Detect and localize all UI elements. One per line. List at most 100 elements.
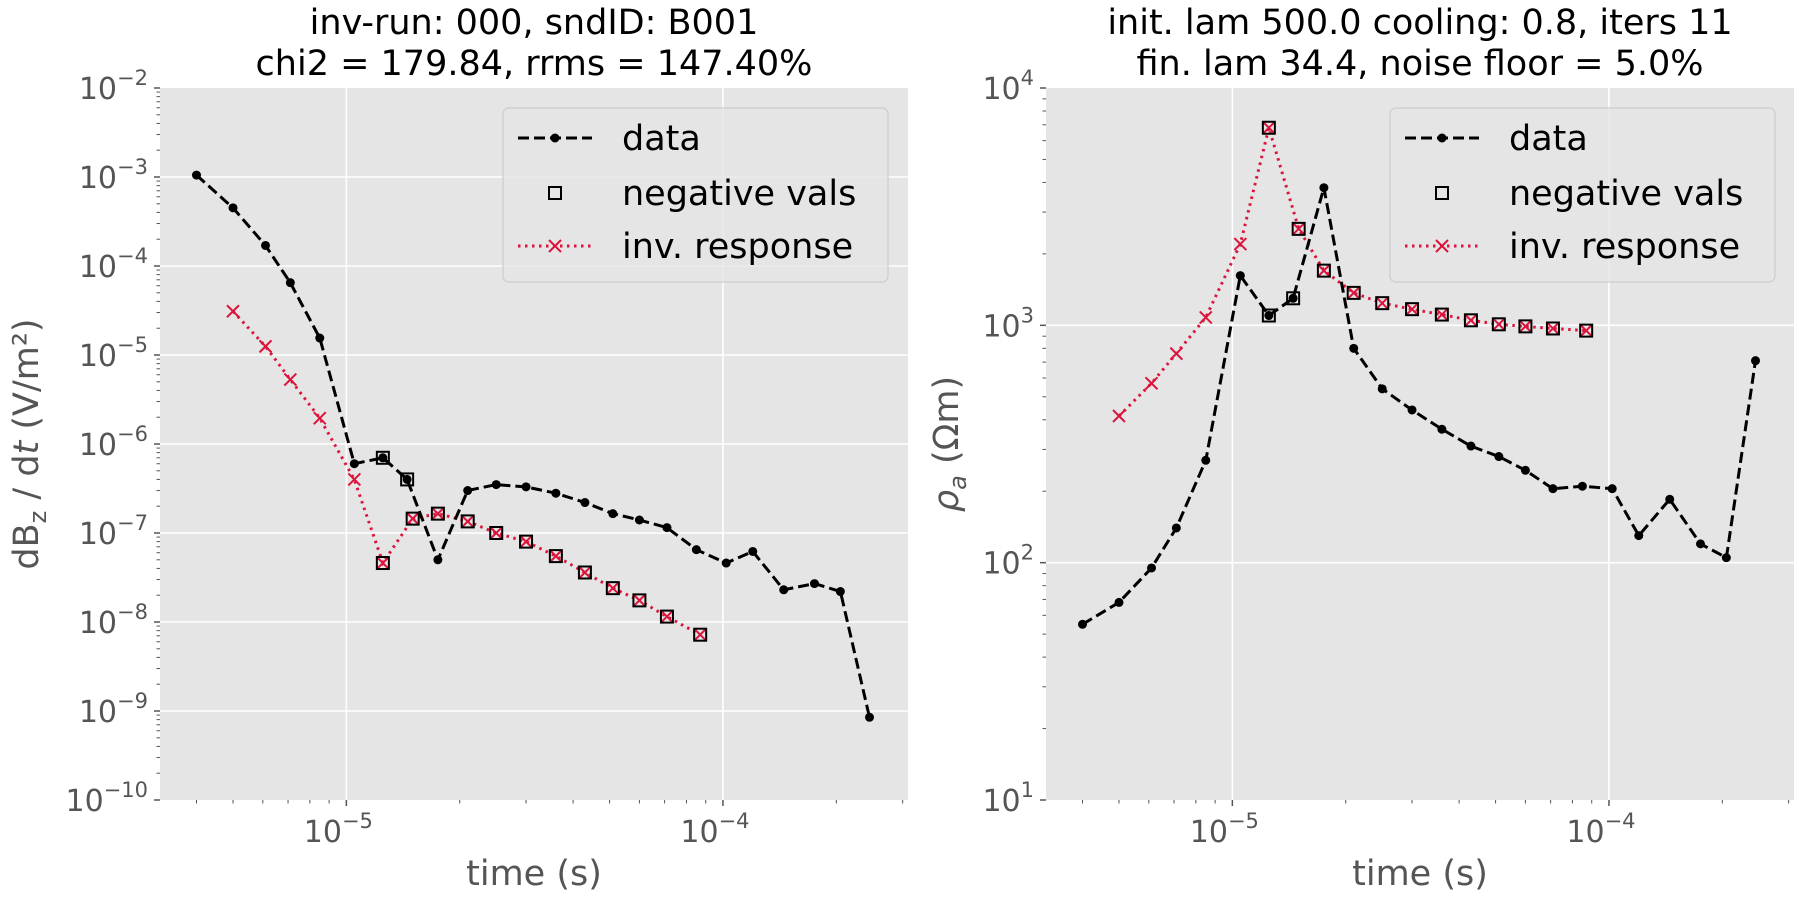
inv-response-point <box>489 526 503 540</box>
x-tick-label: 10−5 <box>304 809 373 850</box>
inv-response-point <box>405 511 420 526</box>
data-point <box>580 498 590 508</box>
inv-response-point <box>660 609 674 624</box>
data-point <box>521 482 531 492</box>
y-tick-label: 10−7 <box>79 511 148 552</box>
inv-response-point <box>1144 376 1159 390</box>
minor-ticks-left <box>154 87 904 806</box>
inv-response-point <box>258 339 273 354</box>
legend-data-label-right: data <box>1509 119 1588 159</box>
legend-box-left <box>502 107 889 283</box>
inv-response-point <box>1233 237 1248 251</box>
inv-response-point <box>606 581 620 595</box>
y-tick-label: 10−4 <box>79 244 148 285</box>
inv-response-point <box>1291 222 1306 236</box>
data-point <box>433 555 443 565</box>
y-tick-label: 10−5 <box>79 333 148 374</box>
data-point <box>1407 405 1417 415</box>
inv-response-point <box>1112 409 1126 423</box>
data-point <box>835 587 845 597</box>
y-tick-label: 10−9 <box>79 689 148 730</box>
legend-data-label-left: data <box>622 119 701 159</box>
data-point <box>1751 356 1761 366</box>
inv-response-point <box>578 565 592 580</box>
negative-value-marker <box>659 609 674 624</box>
negative-value-marker <box>405 511 420 526</box>
negative-value-marker <box>375 450 390 465</box>
data-point <box>1494 452 1504 462</box>
series-line-inv-response <box>1117 122 1587 418</box>
tick-labels-right: 101 102 103 104 10−5 10−4 <box>982 66 1635 850</box>
negative-value-marker <box>577 565 592 580</box>
data-point <box>1466 441 1476 451</box>
inv-response-point <box>283 372 298 387</box>
inv-response-point <box>1546 321 1560 336</box>
xlabel-right: time (s) <box>1352 854 1488 894</box>
title-right-line1: init. lam 500.0 cooling: 0.8, iters 11 <box>1107 3 1732 43</box>
legend-inv-label-right: inv. response <box>1509 227 1740 267</box>
inv-response-point <box>460 514 475 529</box>
y-tick-label: 10−3 <box>79 155 148 196</box>
x-tick-label: 10−4 <box>680 809 749 850</box>
minor-ticks-right <box>1040 87 1790 806</box>
title-left-line1: inv-run: 000, sndID: B001 <box>310 3 759 43</box>
data-point <box>608 509 618 519</box>
title-left-line2: chi2 = 179.84, rrms = 147.40% <box>256 44 813 84</box>
x-tick-label: 10−4 <box>1566 809 1635 850</box>
data-point <box>1607 484 1617 494</box>
inv-response-point <box>1199 310 1213 325</box>
y-tick-label: 102 <box>982 541 1034 582</box>
panel-right: 101 102 103 104 10−5 10−4 init. lam 500.0 coo… <box>927 3 1794 894</box>
inv-response-point <box>313 411 327 425</box>
legend-data-marker-right <box>1437 133 1447 143</box>
data-point <box>1634 531 1644 541</box>
negative-value-marker <box>605 581 620 596</box>
inv-response-point <box>1347 286 1361 300</box>
x-tick-label: 10−5 <box>1190 809 1259 850</box>
negative-value-marker <box>1579 323 1594 338</box>
legend-left: data negative vals inv. response <box>502 107 889 283</box>
legend-negative-label-left: negative vals <box>622 174 856 214</box>
negative-value-marker <box>489 526 504 540</box>
inv-response-point <box>1492 317 1506 332</box>
data-point <box>748 546 758 556</box>
legend-box-right <box>1389 107 1776 283</box>
data-point <box>285 278 295 288</box>
legend-right: data negative vals inv. response <box>1389 107 1776 283</box>
legend-negative-marker-right <box>1435 186 1449 200</box>
series-left <box>191 170 875 722</box>
data-point <box>402 474 412 484</box>
legend-data-marker-left <box>550 133 560 143</box>
negative-value-marker <box>1491 317 1506 332</box>
data-point <box>1114 597 1124 607</box>
data-point <box>1695 539 1705 549</box>
ylabel-right: ρa (Ωm) <box>927 376 972 512</box>
legend-inv-marker-left <box>548 239 562 253</box>
inv-response-point <box>226 304 240 318</box>
data-point <box>1288 293 1298 303</box>
y-tick-label: 103 <box>982 303 1034 344</box>
y-tick-label: 10−2 <box>79 66 148 107</box>
series-line-data <box>195 173 871 718</box>
negative-value-marker <box>400 472 415 487</box>
inv-response-point <box>1375 296 1389 310</box>
data-point <box>1437 424 1447 434</box>
negative-value-marker <box>1316 263 1331 278</box>
data-point <box>662 523 672 533</box>
panel-left: 10−10 10−9 10−8 10−7 10−6 10−5 10−4 10−3 10−2 10−… <box>7 3 908 894</box>
data-point <box>1077 619 1087 629</box>
legend-inv-label-left: inv. response <box>622 227 853 267</box>
negative-value-marker <box>1291 221 1306 236</box>
data-point <box>228 203 238 213</box>
data-point <box>691 545 701 555</box>
negative-value-marker <box>1463 313 1478 328</box>
y-tick-label: 104 <box>982 66 1034 107</box>
negative-value-marker <box>1434 307 1449 322</box>
negative-value-marker <box>430 506 445 521</box>
negative-value-marker <box>460 514 475 529</box>
negative-value-marker <box>1346 285 1361 300</box>
tick-labels-left: 10−10 10−9 10−8 10−7 10−6 10−5 10−4 10−3 10−2 10−… <box>65 66 749 850</box>
data-point <box>721 558 731 568</box>
data-point <box>779 585 789 595</box>
negative-value-marker <box>375 556 390 571</box>
